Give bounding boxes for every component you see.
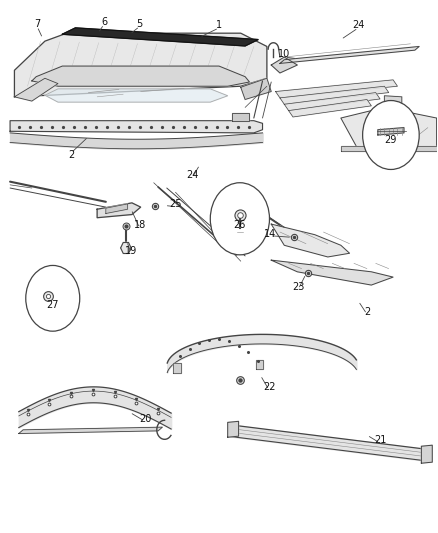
Polygon shape	[14, 33, 267, 97]
Polygon shape	[241, 78, 271, 100]
Polygon shape	[289, 100, 371, 117]
Polygon shape	[19, 427, 162, 433]
Polygon shape	[228, 421, 239, 437]
Text: 7: 7	[34, 19, 40, 29]
Polygon shape	[276, 80, 397, 98]
Polygon shape	[341, 146, 437, 151]
Text: 29: 29	[385, 135, 397, 146]
Text: 27: 27	[46, 300, 59, 310]
Text: 23: 23	[292, 281, 304, 292]
Polygon shape	[97, 203, 141, 217]
Polygon shape	[120, 243, 131, 254]
Text: 26: 26	[234, 220, 246, 230]
Polygon shape	[341, 108, 437, 150]
Polygon shape	[271, 224, 350, 257]
Polygon shape	[280, 46, 419, 63]
Text: 22: 22	[263, 382, 276, 392]
Text: 25: 25	[169, 199, 182, 209]
Text: 10: 10	[278, 50, 290, 59]
Circle shape	[363, 101, 419, 169]
Text: 6: 6	[101, 17, 107, 27]
Circle shape	[210, 183, 269, 255]
Polygon shape	[271, 260, 393, 285]
Circle shape	[26, 265, 80, 331]
Polygon shape	[280, 86, 389, 104]
Polygon shape	[173, 363, 181, 373]
Text: 2: 2	[68, 150, 74, 160]
Polygon shape	[14, 78, 58, 101]
Polygon shape	[10, 120, 262, 133]
Polygon shape	[271, 57, 297, 73]
Text: 24: 24	[186, 171, 198, 180]
Text: 24: 24	[352, 20, 364, 30]
Polygon shape	[256, 360, 262, 369]
Text: 21: 21	[374, 435, 386, 446]
Polygon shape	[421, 445, 432, 463]
Polygon shape	[385, 96, 402, 130]
Text: 20: 20	[139, 414, 151, 424]
Polygon shape	[106, 204, 127, 214]
Polygon shape	[32, 66, 250, 86]
Polygon shape	[232, 113, 250, 120]
Text: 19: 19	[125, 246, 137, 256]
Text: 14: 14	[264, 229, 276, 239]
Text: 1: 1	[216, 20, 222, 30]
Polygon shape	[378, 127, 404, 135]
Polygon shape	[284, 93, 380, 111]
Polygon shape	[45, 89, 228, 102]
Polygon shape	[62, 28, 258, 46]
Text: 18: 18	[134, 220, 146, 230]
Text: 2: 2	[364, 306, 370, 317]
Text: 5: 5	[137, 19, 143, 29]
